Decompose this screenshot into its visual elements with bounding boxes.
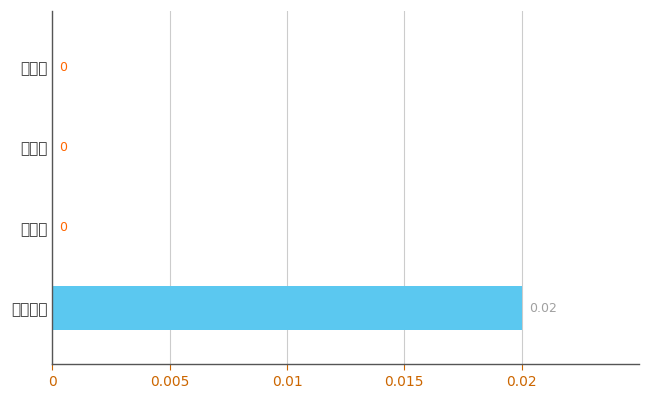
Text: 0.02: 0.02: [528, 302, 556, 315]
Text: 0: 0: [60, 141, 68, 154]
Text: 0: 0: [60, 61, 68, 74]
Text: 0: 0: [60, 222, 68, 234]
Bar: [53, 286, 521, 330]
